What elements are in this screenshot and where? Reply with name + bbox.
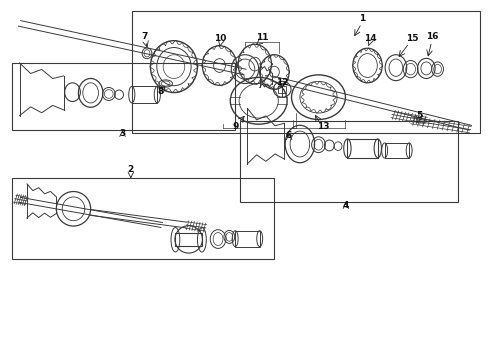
Text: 16: 16 <box>426 32 439 41</box>
Text: 4: 4 <box>343 201 349 210</box>
Text: 8: 8 <box>158 87 164 96</box>
Text: 9: 9 <box>232 122 239 131</box>
Bar <box>385 143 409 158</box>
Text: 14: 14 <box>364 34 377 43</box>
Text: 12: 12 <box>276 77 289 86</box>
Text: 11: 11 <box>256 33 269 42</box>
Text: 13: 13 <box>317 122 330 131</box>
Bar <box>132 11 480 133</box>
Bar <box>12 178 274 259</box>
Bar <box>12 63 235 130</box>
Text: 5: 5 <box>416 111 422 120</box>
Text: 6: 6 <box>286 130 292 139</box>
Bar <box>235 231 260 247</box>
Bar <box>132 86 157 103</box>
Text: 7: 7 <box>141 32 148 41</box>
Text: 15: 15 <box>406 34 419 43</box>
Text: 3: 3 <box>120 129 125 138</box>
Text: 10: 10 <box>214 34 227 43</box>
Bar <box>278 86 286 93</box>
Bar <box>175 233 202 246</box>
Bar <box>240 121 458 202</box>
Text: 2: 2 <box>128 165 134 174</box>
Text: 1: 1 <box>360 14 366 23</box>
Bar <box>347 139 378 158</box>
